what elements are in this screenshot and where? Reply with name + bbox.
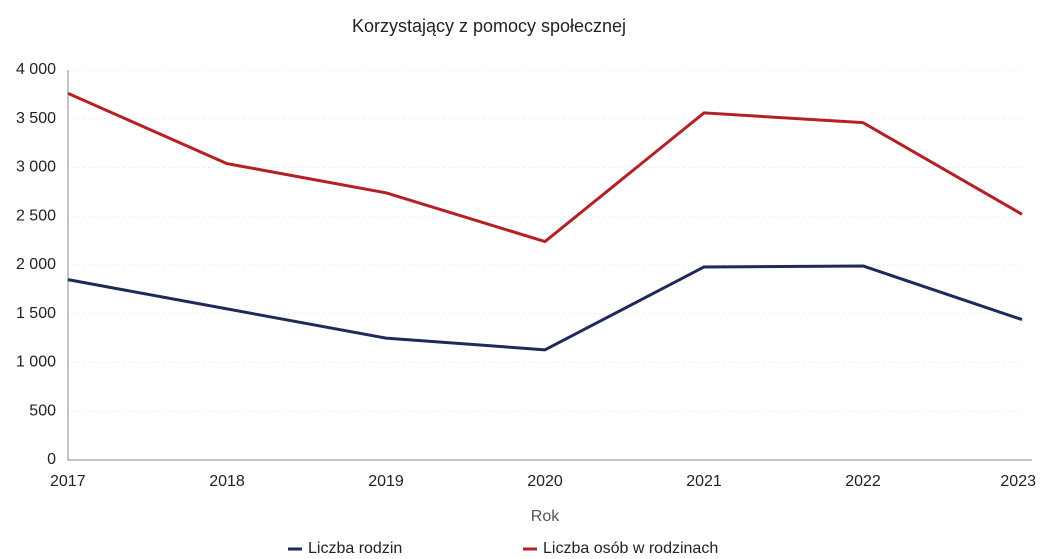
x-tick-label: 2017 (50, 473, 86, 490)
x-tick-label: 2023 (1000, 473, 1036, 490)
y-tick-label: 2 000 (16, 256, 56, 273)
line-series (67, 92, 1023, 244)
x-tick-label: 2021 (686, 473, 722, 490)
x-tick-label: 2022 (845, 473, 881, 490)
y-tick-label: 2 500 (16, 207, 56, 224)
y-tick-label: 1 500 (16, 305, 56, 322)
y-tick-label: 3 500 (16, 110, 56, 127)
x-axis-label: Rok (531, 508, 560, 525)
x-tick-label: 2018 (209, 473, 245, 490)
chart-title: Korzystający z pomocy społecznej (352, 16, 626, 36)
x-tick-label: 2020 (527, 473, 563, 490)
y-tick-label: 0 (47, 451, 56, 468)
y-tick-label: 3 000 (16, 159, 56, 176)
y-tick-label: 4 000 (16, 61, 56, 78)
x-tick-label: 2019 (368, 473, 404, 490)
line-series (67, 264, 1023, 352)
legend-label: Liczba rodzin (308, 540, 402, 557)
y-tick-label: 500 (29, 402, 56, 419)
legend-label: Liczba osób w rodzinach (543, 540, 718, 557)
y-tick-label: 1 000 (16, 354, 56, 371)
